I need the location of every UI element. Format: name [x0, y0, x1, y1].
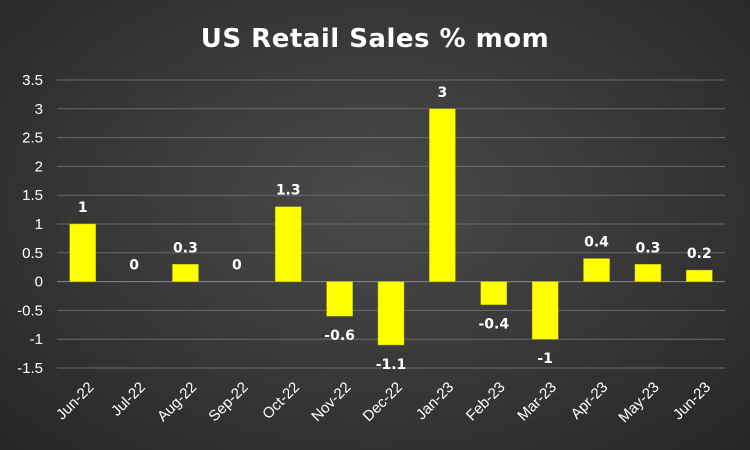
data-label: 0.2 [687, 246, 712, 262]
x-tick-label: Oct-22 [259, 379, 303, 423]
data-label: 1 [78, 200, 88, 216]
bars [69, 108, 713, 346]
y-tick-label: 0.5 [22, 245, 43, 262]
x-tick-label: Nov-22 [308, 379, 354, 425]
data-label: 3 [438, 85, 448, 101]
y-tick-label: -1.5 [17, 360, 43, 377]
y-tick-label: 3.5 [22, 72, 43, 89]
x-tick-label: Jul-22 [108, 379, 149, 420]
x-tick-label: Jan-23 [413, 379, 457, 423]
chart-title: US Retail Sales % mom [201, 24, 549, 54]
bar [377, 281, 405, 346]
x-tick-label: Aug-22 [154, 379, 200, 425]
bar [429, 108, 456, 282]
bar [172, 264, 199, 282]
bar [274, 206, 302, 282]
y-tick-label: 0 [35, 274, 43, 291]
data-label: 0.3 [173, 240, 198, 256]
data-label: -1.1 [376, 357, 407, 373]
y-tick-label: 1.5 [22, 187, 43, 204]
data-label: 0.4 [584, 235, 609, 251]
gridlines [57, 79, 725, 369]
bar [583, 258, 610, 282]
y-tick-label: -0.5 [17, 302, 43, 319]
x-tick-label: Jun-22 [53, 379, 97, 423]
y-tick-label: 2.5 [22, 130, 43, 147]
data-label: 0 [232, 258, 242, 274]
x-tick-label: May-23 [615, 379, 662, 426]
data-label: 0.3 [636, 240, 661, 256]
data-label: -1 [537, 351, 553, 367]
x-tick-label: Sep-22 [205, 379, 251, 425]
y-tick-label: 1 [35, 216, 43, 233]
data-label: 0 [129, 258, 139, 274]
x-tick-label: Mar-23 [514, 379, 560, 425]
bar [686, 269, 713, 282]
y-axis-tick-labels: -1.5 -1 -0.5 0 0.5 1 1.5 2 2.5 3 3.5 [17, 72, 43, 377]
x-tick-label: Dec-22 [360, 379, 406, 425]
bar [326, 281, 353, 317]
x-tick-label: Jun-23 [670, 379, 714, 423]
data-label: -0.4 [478, 317, 509, 333]
bar [531, 281, 559, 340]
y-tick-label: -1 [30, 331, 43, 348]
y-tick-label: 3 [35, 101, 43, 118]
bar [480, 281, 508, 305]
data-label: 1.3 [276, 183, 301, 199]
y-tick-label: 2 [35, 158, 43, 175]
x-tick-label: Apr-23 [568, 379, 612, 423]
x-tick-label: Feb-23 [463, 379, 509, 425]
data-label: -0.6 [324, 328, 355, 344]
bar [69, 223, 96, 282]
bar [634, 264, 662, 282]
x-axis-tick-labels: Jun-22 Jul-22 Aug-22 Sep-22 Oct-22 Nov-22 Dec-… [53, 379, 714, 426]
data-labels: 1 0 0.3 0 1.3 -0.6 -1.1 3 -0.4 -1 0.4 0.3 0.2 [78, 85, 712, 373]
